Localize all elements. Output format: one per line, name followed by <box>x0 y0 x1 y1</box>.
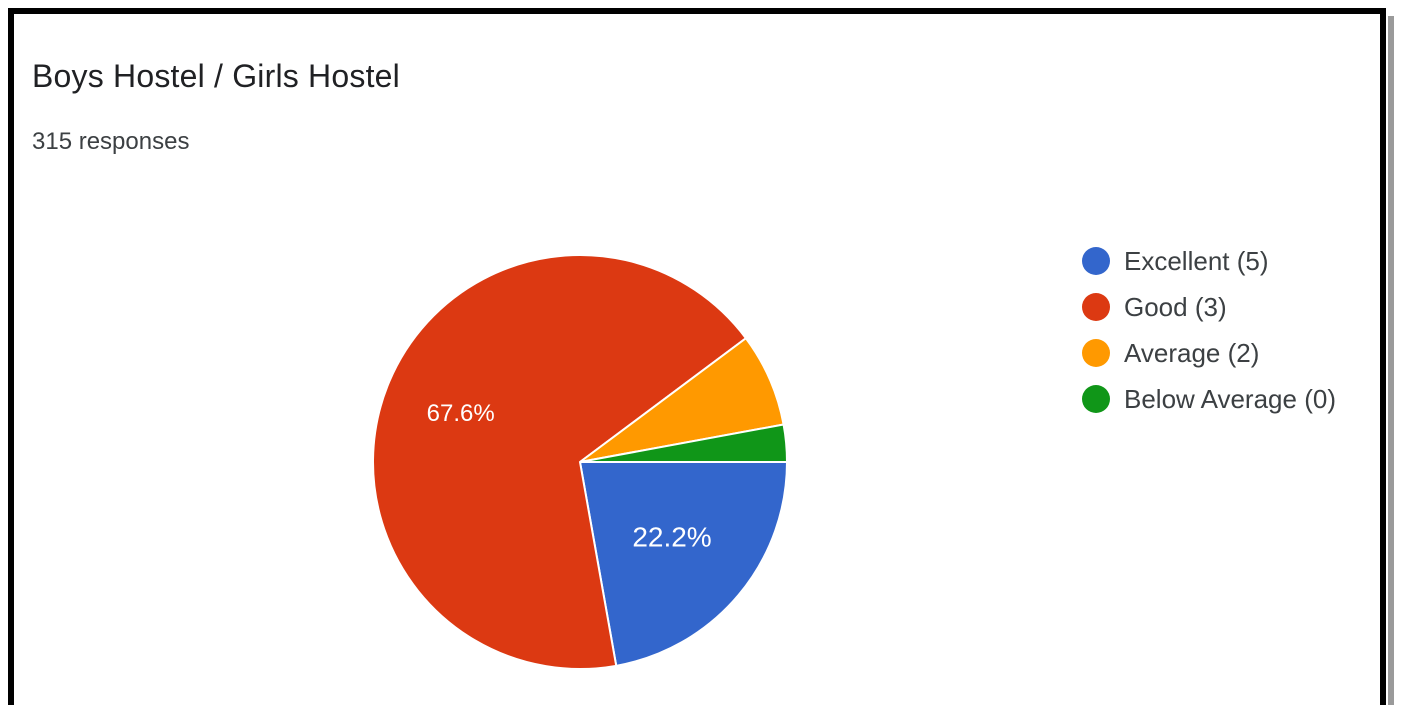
legend-label: Excellent (5) <box>1124 245 1269 276</box>
legend-swatch <box>1082 293 1110 321</box>
pie-slice-below-average[interactable] <box>579 423 789 463</box>
legend-item-average[interactable]: Average (2) <box>1082 330 1336 376</box>
legend-swatch <box>1082 247 1110 275</box>
card-shadow <box>1388 16 1394 705</box>
legend-label: Below Average (0) <box>1124 383 1336 414</box>
legend-swatch <box>1082 339 1110 367</box>
legend-item-good[interactable]: Good (3) <box>1082 284 1336 330</box>
pie-slice-excellent[interactable] <box>578 461 789 667</box>
data-label: 67.6% <box>427 400 495 427</box>
data-label: 22.2% <box>632 521 711 552</box>
chart-legend: Excellent (5) Good (3) Average (2) Below… <box>1082 238 1336 422</box>
legend-label: Good (3) <box>1124 291 1227 322</box>
legend-label: Average (2) <box>1124 337 1260 368</box>
legend-item-below-average[interactable]: Below Average (0) <box>1082 376 1336 422</box>
chart-title: Boys Hostel / Girls Hostel <box>32 58 400 94</box>
legend-item-excellent[interactable]: Excellent (5) <box>1082 238 1336 284</box>
response-count: 315 responses <box>32 128 190 155</box>
pie-slice-good[interactable] <box>372 254 748 670</box>
legend-swatch <box>1082 385 1110 413</box>
